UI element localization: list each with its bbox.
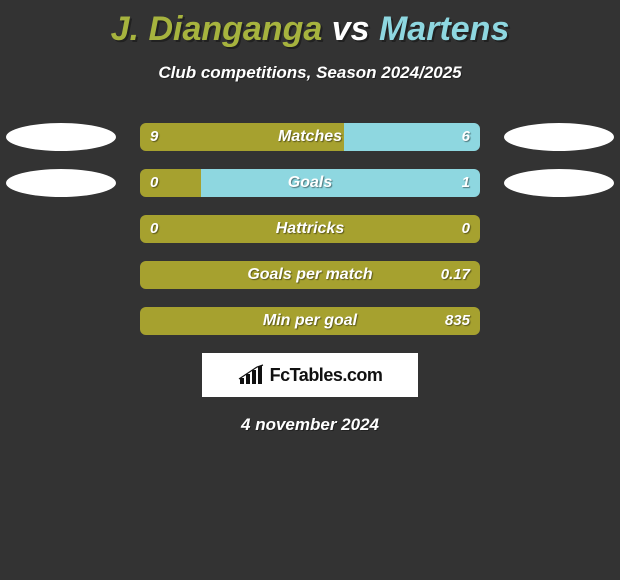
- comparison-title: J. Dianganga vs Martens: [0, 0, 620, 49]
- logo-text: FcTables.com: [270, 365, 383, 386]
- metric-row: 00Hattricks: [0, 215, 620, 243]
- metric-row: 96Matches: [0, 123, 620, 151]
- subtitle: Club competitions, Season 2024/2025: [0, 63, 620, 83]
- metric-label: Hattricks: [140, 215, 480, 243]
- metric-row: 01Goals: [0, 169, 620, 197]
- player2-avatar: [504, 123, 614, 151]
- vs-separator: vs: [332, 10, 370, 48]
- player2-name: Martens: [379, 10, 509, 48]
- player1-avatar: [6, 123, 116, 151]
- date-label: 4 november 2024: [0, 415, 620, 435]
- metric-label: Goals per match: [140, 261, 480, 289]
- metric-label: Matches: [140, 123, 480, 151]
- metric-row: 835Min per goal: [0, 307, 620, 335]
- metric-label: Goals: [140, 169, 480, 197]
- player1-name: J. Dianganga: [111, 10, 323, 48]
- metric-label: Min per goal: [140, 307, 480, 335]
- site-logo: FcTables.com: [202, 353, 418, 397]
- metric-row: 0.17Goals per match: [0, 261, 620, 289]
- player2-avatar: [504, 169, 614, 197]
- comparison-chart: 96Matches 01Goals 00Hattricks 0.17Goals per…: [0, 123, 620, 335]
- player1-avatar: [6, 169, 116, 197]
- chart-bars-icon: [238, 364, 264, 386]
